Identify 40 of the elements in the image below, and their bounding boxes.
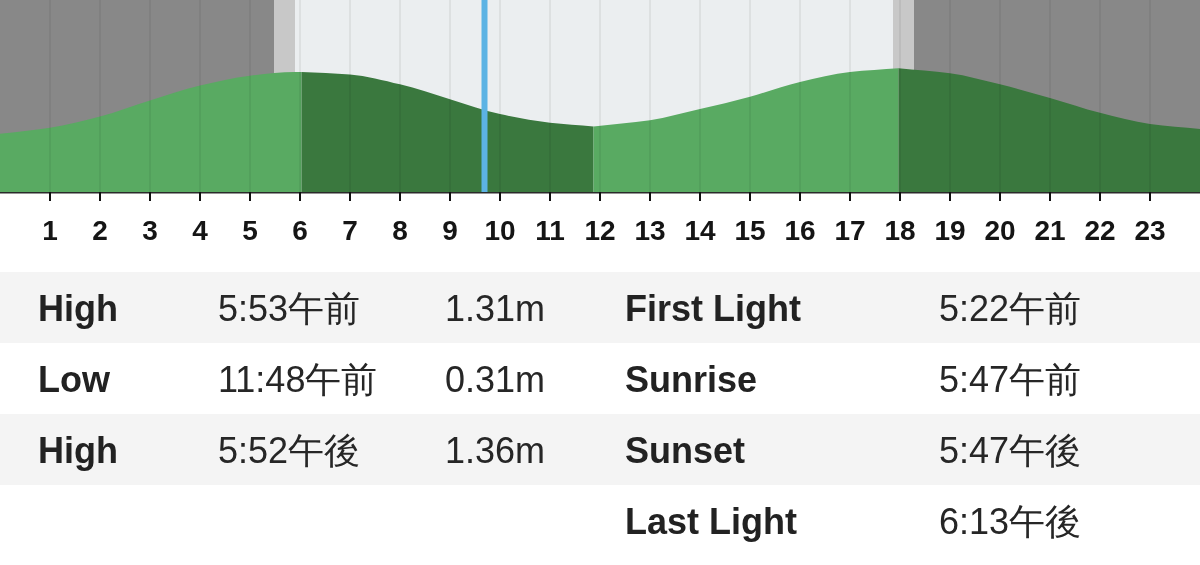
x-tick-label: 23 — [1134, 215, 1166, 246]
text: 5:47午後 — [939, 430, 1082, 471]
text: 1.36m — [445, 430, 546, 471]
x-tick-label: 12 — [584, 215, 616, 246]
text: 5:52午後 — [218, 430, 361, 471]
x-tick-label: 5 — [242, 215, 258, 246]
text: 0.31m — [445, 359, 546, 400]
x-tick-label: 10 — [484, 215, 516, 246]
x-tick-label: 9 — [442, 215, 458, 246]
x-tick-label: 4 — [192, 215, 209, 246]
text: Sunrise — [625, 359, 758, 400]
x-tick-label: 3 — [142, 215, 158, 246]
x-tick-label: 8 — [392, 215, 408, 246]
x-tick-label: 13 — [634, 215, 666, 246]
x-tick-label: 6 — [292, 215, 308, 246]
text: High — [38, 430, 118, 471]
x-tick-label: 20 — [984, 215, 1016, 246]
text: 6:13午後 — [939, 501, 1082, 542]
x-tick-label: 18 — [884, 215, 916, 246]
x-tick-label: 17 — [834, 215, 866, 246]
text: Last Light — [625, 501, 797, 542]
text: 1.31m — [445, 288, 546, 329]
text: High — [38, 288, 118, 329]
x-tick-label: 16 — [784, 215, 816, 246]
x-tick-label: 1 — [42, 215, 58, 246]
text: Low — [38, 359, 111, 400]
text: 5:53午前 — [218, 288, 361, 329]
x-tick-label: 14 — [684, 215, 716, 246]
x-tick-label: 2 — [92, 215, 108, 246]
text: Sunset — [625, 430, 746, 471]
x-tick-label: 22 — [1084, 215, 1116, 246]
text: 5:47午前 — [939, 359, 1082, 400]
x-tick-label: 19 — [934, 215, 966, 246]
text: 5:22午前 — [939, 288, 1082, 329]
x-tick-label: 15 — [734, 215, 766, 246]
x-tick-label: 7 — [342, 215, 358, 246]
text: 11:48午前 — [218, 359, 378, 400]
x-tick-label: 21 — [1034, 215, 1066, 246]
text: First Light — [625, 288, 801, 329]
x-tick-label: 11 — [535, 215, 565, 246]
